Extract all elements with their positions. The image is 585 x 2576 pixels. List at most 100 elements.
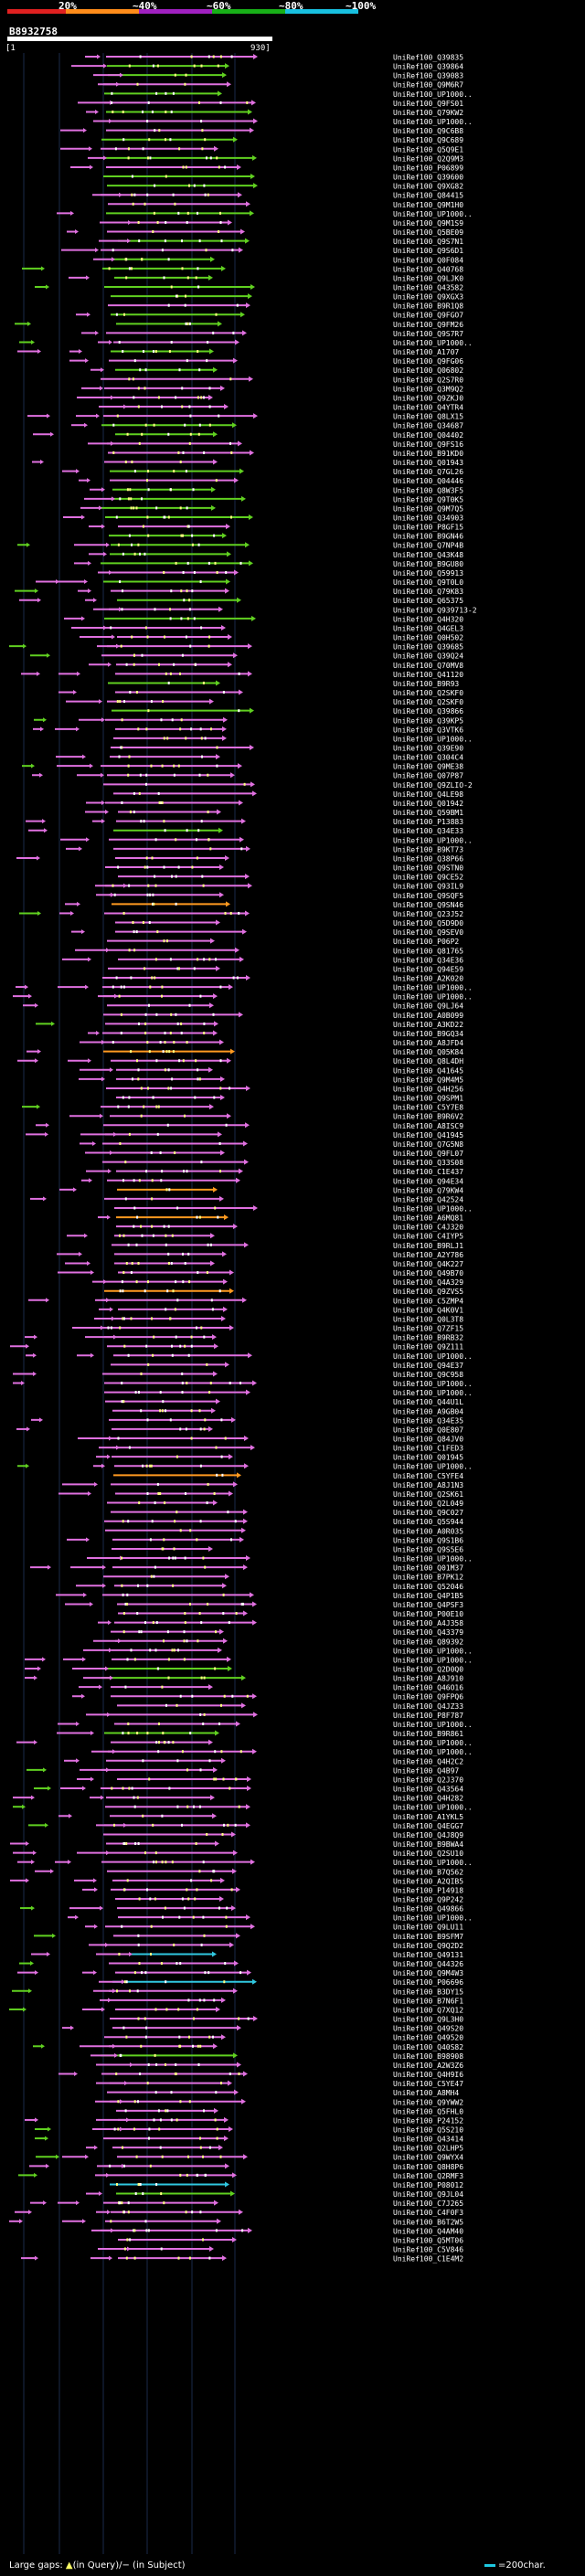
alignment-arrowhead bbox=[224, 1214, 229, 1221]
gap-marker bbox=[139, 552, 141, 556]
gap-marker bbox=[125, 2256, 128, 2260]
alignment-arrowhead bbox=[221, 624, 226, 631]
gap-marker bbox=[112, 451, 115, 454]
gap-marker bbox=[159, 1151, 162, 1155]
gap-marker bbox=[165, 2008, 168, 2011]
gap-marker bbox=[153, 1335, 155, 1339]
hit-label: UniRef100_Q9SQF5 bbox=[393, 892, 463, 900]
hit-label: UniRef100_Q2LHP5 bbox=[393, 2145, 463, 2153]
gap-marker bbox=[184, 82, 186, 86]
alignment-arrowhead bbox=[249, 376, 253, 382]
gap-marker bbox=[173, 470, 176, 473]
gap-marker bbox=[128, 64, 131, 68]
gap-marker bbox=[149, 1538, 152, 1542]
gap-marker bbox=[167, 303, 170, 307]
gap-marker bbox=[177, 764, 180, 768]
gap-marker bbox=[199, 1768, 202, 1772]
alignment-arrowhead bbox=[42, 819, 46, 824]
gap-marker bbox=[123, 2210, 125, 2214]
gap-marker bbox=[124, 1602, 127, 1606]
gap-marker bbox=[204, 193, 207, 196]
gap-marker bbox=[160, 718, 163, 722]
alignment-arrowhead bbox=[222, 533, 227, 539]
gap-marker bbox=[123, 1317, 125, 1320]
alignment-arrowhead bbox=[235, 339, 239, 345]
alignment-arrowhead bbox=[242, 928, 247, 935]
alignment-arrowhead bbox=[230, 2190, 235, 2197]
hit-label: UniRef100_Q04446 bbox=[393, 477, 463, 485]
alignment-arrowhead bbox=[233, 136, 238, 143]
gap-marker bbox=[131, 1261, 133, 1265]
gap-marker bbox=[147, 1362, 150, 1366]
hit-label: UniRef100_B7N6F1 bbox=[393, 1997, 463, 2005]
gap-marker bbox=[112, 110, 114, 113]
gap-marker bbox=[225, 570, 228, 574]
gap-marker bbox=[234, 1823, 237, 1827]
alignment-arrowhead bbox=[213, 1500, 218, 1506]
gap-marker bbox=[128, 884, 131, 887]
gap-marker bbox=[161, 1170, 164, 1173]
alignment-arrowhead bbox=[245, 910, 250, 917]
alignment-arrowhead bbox=[234, 477, 239, 483]
gap-marker bbox=[174, 1308, 176, 1311]
hit-label: UniRef100_Q2J370 bbox=[393, 1776, 463, 1784]
gap-marker bbox=[171, 1648, 174, 1652]
gap-marker bbox=[113, 893, 116, 896]
gap-marker bbox=[142, 147, 144, 151]
alignment-arrowhead bbox=[226, 524, 230, 530]
alignment-arrowhead bbox=[81, 929, 85, 935]
gap-marker bbox=[181, 1372, 184, 1375]
hit-label: UniRef100_A1707 bbox=[393, 348, 459, 356]
gap-marker bbox=[218, 165, 220, 169]
alignment-arrowhead bbox=[213, 1371, 218, 1377]
gap-marker bbox=[239, 1971, 242, 1975]
hit-label: UniRef100_Q9M1H0 bbox=[393, 201, 463, 209]
gap-marker bbox=[127, 1353, 130, 1357]
alignment-arrowhead bbox=[103, 551, 107, 557]
gap-marker bbox=[177, 2256, 180, 2260]
gap-marker bbox=[151, 976, 154, 980]
hit-label: UniRef100_UP1000.. bbox=[393, 1389, 473, 1397]
gap-marker bbox=[122, 1630, 125, 1634]
query-gap-glyph: ▲ bbox=[65, 2560, 73, 2571]
gap-marker bbox=[115, 2072, 118, 2076]
gap-marker bbox=[186, 359, 188, 363]
gap-marker bbox=[188, 2100, 191, 2104]
alignment-arrowhead bbox=[221, 2034, 226, 2041]
gap-marker bbox=[192, 488, 195, 492]
gap-marker bbox=[127, 764, 130, 768]
gap-marker bbox=[162, 1050, 165, 1054]
gap-marker bbox=[121, 800, 123, 804]
gap-marker bbox=[158, 1722, 160, 1725]
alignment-arrowhead bbox=[34, 1675, 37, 1680]
alignment-arrowhead bbox=[229, 984, 233, 991]
alignment-arrowhead bbox=[130, 2062, 133, 2067]
hit-label: UniRef100_A6MQ81 bbox=[393, 1214, 463, 1223]
gap-marker bbox=[207, 193, 209, 196]
hit-label: UniRef100_Q41645 bbox=[393, 1066, 463, 1075]
alignment-arrowhead bbox=[223, 1306, 228, 1312]
gap-marker bbox=[170, 285, 173, 289]
gap-marker bbox=[127, 497, 130, 501]
gap-marker bbox=[227, 1823, 229, 1827]
hit-label: UniRef100_Q5MT06 bbox=[393, 2236, 463, 2244]
gap-marker bbox=[115, 313, 118, 316]
gap-marker bbox=[181, 1382, 184, 1385]
gap-marker bbox=[213, 534, 216, 537]
alignment-arrowhead bbox=[120, 2099, 123, 2104]
alignment-arrowhead bbox=[224, 404, 229, 410]
gap-marker bbox=[173, 773, 176, 777]
gap-marker bbox=[236, 976, 239, 980]
hit-label: UniRef100_Q7ZF15 bbox=[393, 1325, 463, 1333]
gap-marker bbox=[177, 211, 180, 215]
gap-marker bbox=[139, 2182, 142, 2186]
identity-scale-segment bbox=[285, 9, 358, 14]
hit-label: UniRef100_Q43379 bbox=[393, 1628, 463, 1637]
gap-marker bbox=[163, 1224, 165, 1228]
gap-marker bbox=[202, 1722, 205, 1725]
gap-marker bbox=[193, 967, 196, 970]
alignment-arrowhead bbox=[100, 386, 103, 391]
gap-marker bbox=[197, 829, 200, 832]
gap-marker bbox=[182, 165, 185, 169]
gap-marker bbox=[118, 994, 121, 998]
